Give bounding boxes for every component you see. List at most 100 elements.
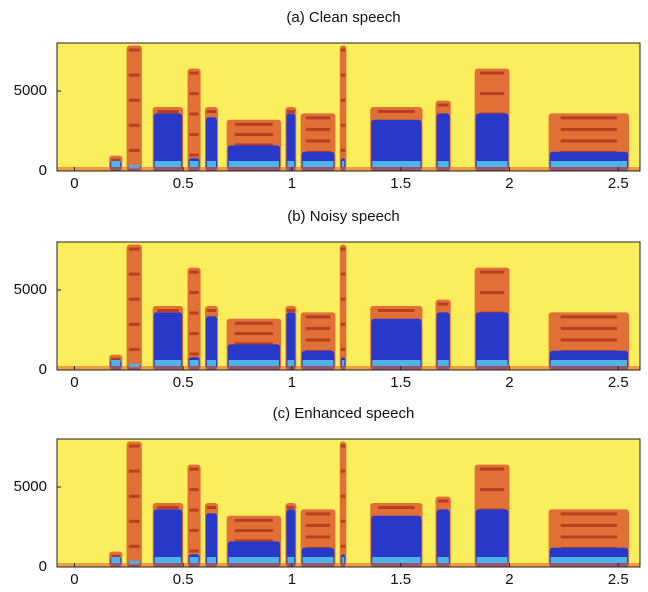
energy-dot	[560, 512, 618, 516]
panel-title: (a) Clean speech	[286, 9, 400, 26]
energy-blue	[436, 509, 450, 567]
energy-cyan	[154, 557, 182, 563]
energy-blue	[436, 113, 450, 171]
energy-dot	[234, 133, 273, 137]
energy-dot	[128, 48, 140, 52]
energy-cyan	[550, 360, 628, 366]
energy-dot	[128, 148, 140, 152]
energy-dot	[189, 71, 199, 75]
energy-red	[339, 244, 347, 370]
energy-blue	[205, 513, 217, 567]
energy-blue	[286, 312, 296, 370]
energy-dot	[128, 469, 140, 473]
energy-cyan	[228, 161, 280, 167]
energy-dot	[111, 357, 121, 361]
energy-cyan	[128, 363, 140, 368]
energy-red	[339, 441, 347, 567]
energy-cyan	[341, 161, 345, 167]
energy-cyan	[206, 557, 216, 563]
spectrogram-image	[57, 439, 640, 567]
energy-cyan	[372, 161, 421, 167]
energy-dot	[340, 347, 346, 351]
energy-cyan	[372, 360, 421, 366]
energy-cyan	[302, 161, 334, 167]
energy-cyan	[206, 161, 216, 167]
energy-blue	[153, 113, 183, 171]
energy-dot	[128, 98, 140, 102]
energy-dot	[128, 297, 140, 301]
energy-dot	[234, 143, 273, 147]
energy-dot	[128, 347, 140, 351]
energy-blue	[286, 113, 296, 171]
energy-dot	[189, 352, 199, 356]
panel-title: (c) Enhanced speech	[273, 405, 415, 422]
energy-dot	[128, 519, 140, 523]
energy-blue	[475, 509, 509, 567]
energy-red	[126, 441, 142, 567]
energy-dot	[479, 92, 505, 96]
energy-blue	[371, 515, 422, 567]
x-tick-label: 2.5	[608, 374, 629, 391]
x-tick-label: 2	[505, 571, 513, 588]
energy-dot	[340, 73, 346, 77]
energy-blue	[371, 318, 422, 370]
energy-cyan	[302, 360, 334, 366]
energy-dot	[111, 158, 121, 162]
energy-dot	[128, 123, 140, 127]
plot-frame	[56, 438, 641, 568]
energy-dot	[305, 523, 331, 527]
energy-dot	[189, 508, 199, 512]
energy-red	[126, 45, 142, 171]
energy-cyan	[154, 360, 182, 366]
energy-cyan	[476, 557, 508, 563]
energy-dot	[206, 110, 217, 113]
energy-dot	[189, 92, 199, 96]
energy-dot	[128, 272, 140, 276]
energy-cyan	[341, 557, 345, 563]
energy-dot	[305, 139, 331, 143]
energy-blue	[475, 312, 509, 370]
x-tick-label: 1	[288, 374, 296, 391]
energy-blue	[153, 312, 183, 370]
y-tick-label: 0	[39, 162, 47, 179]
energy-dot	[560, 523, 618, 527]
energy-cyan	[476, 161, 508, 167]
energy-red	[339, 45, 347, 171]
energy-blue	[286, 509, 296, 567]
energy-dot	[189, 112, 199, 116]
x-tick-label: 0	[70, 175, 78, 192]
x-tick-label: 2	[505, 374, 513, 391]
panel-title: (b) Noisy speech	[287, 208, 400, 225]
energy-dot	[437, 302, 449, 306]
x-tick-label: 1	[288, 175, 296, 192]
energy-dot	[479, 488, 505, 492]
energy-dot	[340, 98, 346, 102]
x-tick-label: 1	[288, 571, 296, 588]
x-tick-label: 0	[70, 374, 78, 391]
energy-dot	[305, 512, 331, 516]
energy-dot	[128, 494, 140, 498]
y-tick-label: 5000	[14, 478, 47, 495]
energy-dot	[234, 321, 273, 325]
x-tick-label: 0.5	[173, 175, 194, 192]
energy-blue	[205, 117, 217, 171]
energy-dot	[128, 73, 140, 77]
energy-dot	[340, 272, 346, 276]
energy-cyan	[437, 360, 449, 366]
energy-dot	[189, 291, 199, 295]
energy-blue	[436, 312, 450, 370]
energy-dot	[305, 116, 331, 120]
energy-cyan	[111, 557, 121, 563]
spectrogram-image	[57, 43, 640, 171]
energy-cyan	[189, 360, 199, 366]
y-tick-label: 0	[39, 361, 47, 378]
energy-cyan	[189, 161, 199, 167]
energy-dot	[340, 148, 346, 152]
energy-dot	[189, 467, 199, 471]
energy-dot	[560, 116, 618, 120]
floor	[57, 563, 640, 567]
energy-dot	[128, 544, 140, 548]
energy-dot	[437, 499, 449, 503]
energy-dot	[189, 488, 199, 492]
